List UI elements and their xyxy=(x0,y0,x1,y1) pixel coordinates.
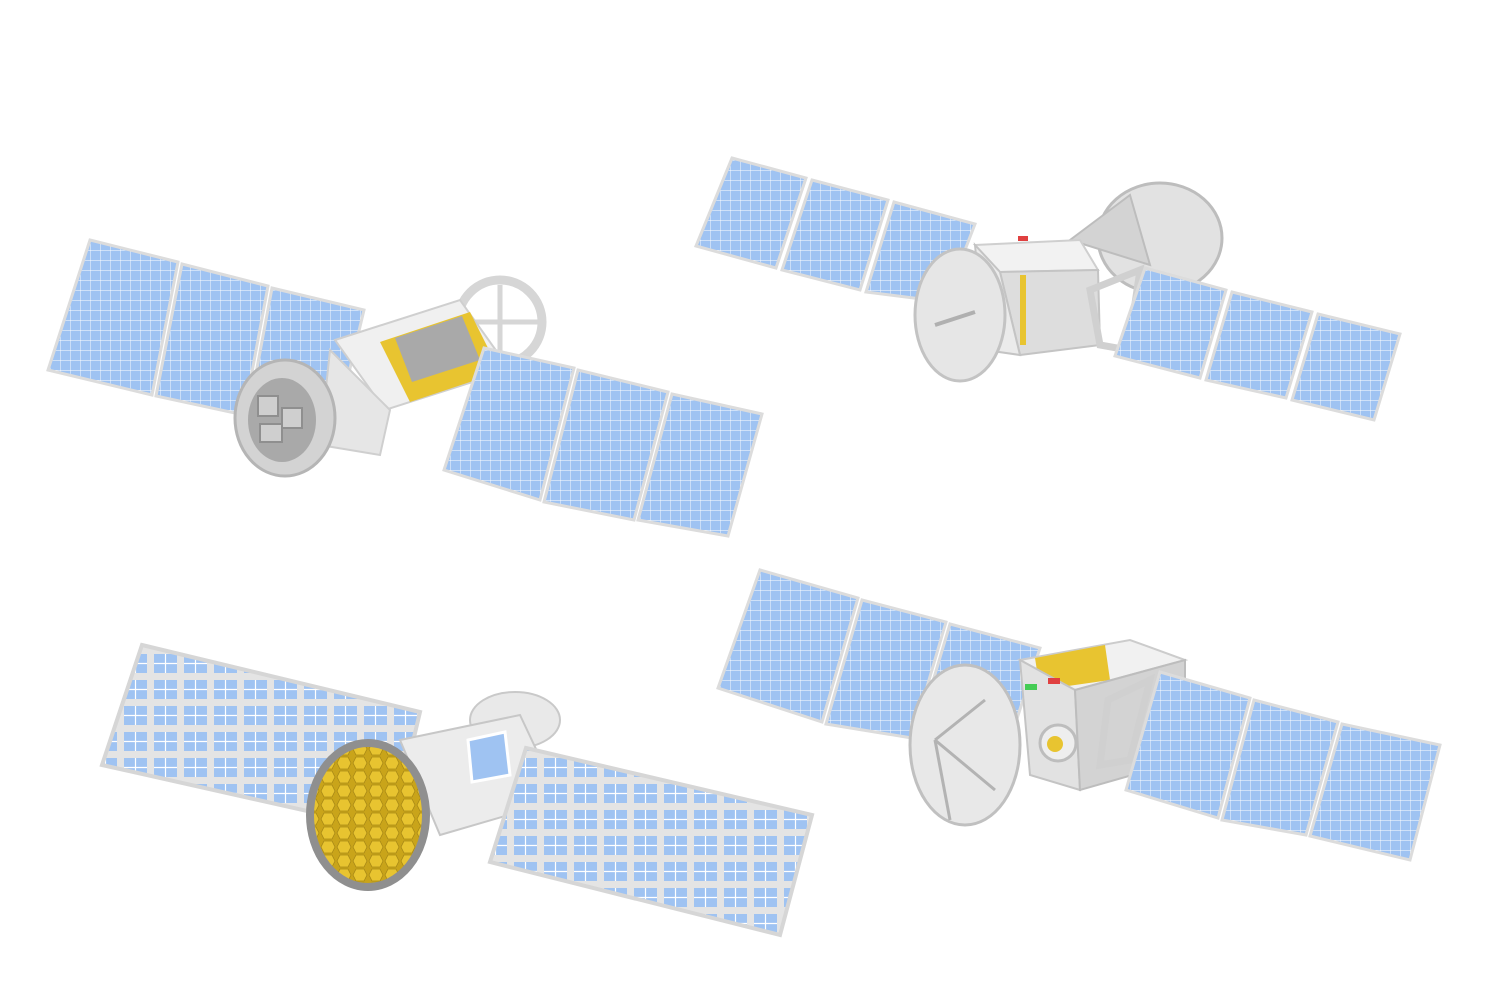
solar-array-right xyxy=(1124,670,1442,862)
solar-panel xyxy=(1220,698,1340,837)
satellite-body xyxy=(233,275,547,478)
solar-array-right xyxy=(1113,266,1402,422)
solar-panel xyxy=(442,346,576,502)
solar-panel xyxy=(1113,266,1228,380)
solar-panel xyxy=(1308,722,1442,862)
satellite-1 xyxy=(46,238,764,538)
solar-array-right xyxy=(442,346,764,538)
solar-panel xyxy=(636,392,764,538)
solar-panel xyxy=(716,568,860,724)
solar-panel xyxy=(542,368,670,522)
hexagonal-mirror xyxy=(306,739,430,891)
satellite-2 xyxy=(693,156,1402,422)
satellite-4 xyxy=(716,568,1442,862)
indicator-light-red xyxy=(1048,678,1060,684)
solar-panel xyxy=(1204,290,1314,400)
solar-panel xyxy=(780,178,890,292)
solar-panel xyxy=(487,745,815,938)
solar-panel xyxy=(1124,670,1252,820)
solar-panel xyxy=(46,238,180,397)
satellite-body xyxy=(913,181,1224,383)
satellite-3 xyxy=(99,642,815,938)
dish-antenna xyxy=(908,663,1022,827)
solar-panel xyxy=(693,156,808,270)
indicator-light-green xyxy=(1025,684,1037,690)
solar-panel xyxy=(1290,312,1402,422)
